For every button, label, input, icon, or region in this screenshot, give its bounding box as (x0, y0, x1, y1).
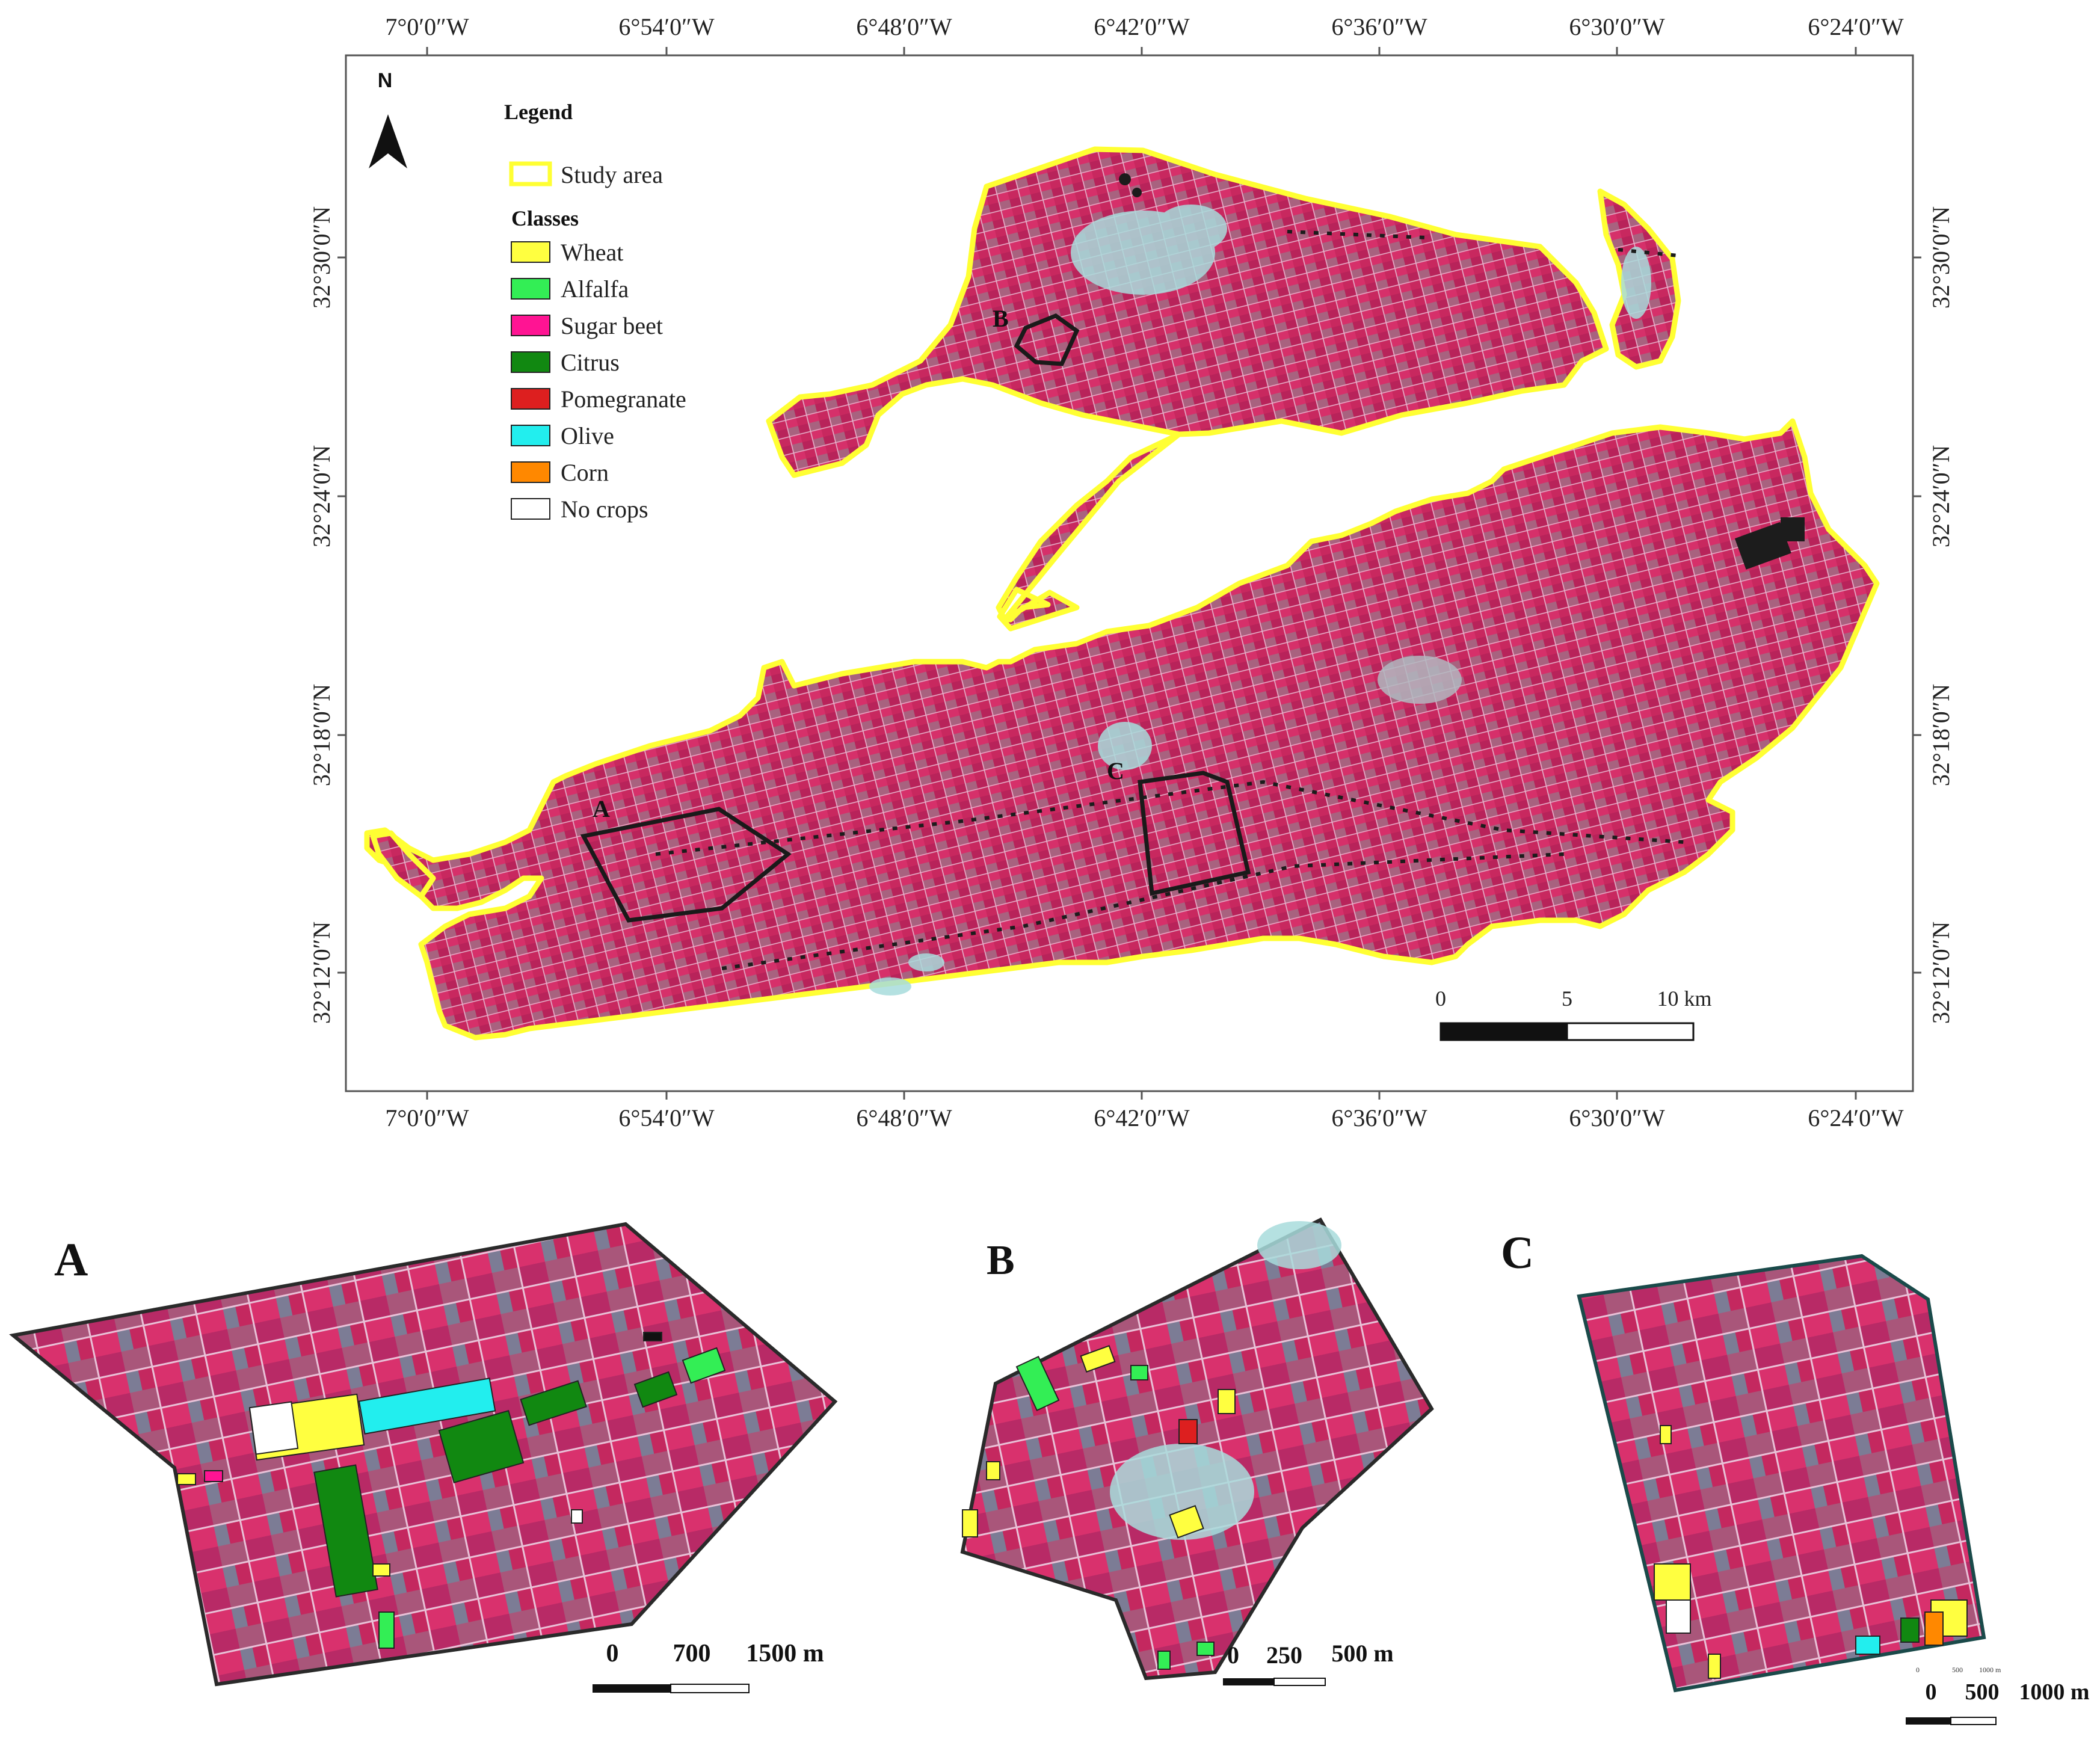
legend-swatch-olive (511, 425, 550, 446)
legend: Legend Study area Classes Wheat Alfalfa Su… (504, 100, 686, 523)
inset-a: A 0 700 1500 m (9, 1222, 838, 1693)
inset-c-small-scale-label: 1000 m (1979, 1666, 2001, 1674)
inset-a-scale-label: 0 (606, 1640, 619, 1667)
study-area-north (766, 146, 1609, 632)
lat-label-right: 32°18′0″N (1927, 684, 1954, 786)
inset-marker-b: B (993, 305, 1009, 332)
legend-swatch-alfalfa (511, 278, 550, 300)
inset-a-classes (177, 1332, 726, 1649)
lon-label-top: 7°0′0″W (385, 13, 469, 40)
lon-label-bottom: 6°24′0″W (1808, 1104, 1903, 1131)
lat-label-left: 32°24′0″N (308, 445, 335, 547)
legend-label-pomegranate: Pomegranate (561, 386, 686, 413)
scale-label: 5 (1562, 986, 1572, 1011)
inset-marker-a: A (593, 795, 610, 822)
inset-c-small-scale-label: 500 (1952, 1666, 1963, 1674)
main-map: 7°0′0″W 6°54′0″W 6°48′0″W 6°42′0″W 6°36′… (308, 13, 1954, 1131)
legend-swatch-sugar-beet (511, 315, 550, 336)
legend-swatch-corn (511, 461, 550, 483)
lon-label-top: 6°42′0″W (1094, 13, 1189, 40)
scale-label: 0 (1435, 986, 1446, 1011)
lon-label-bottom: 6°36′0″W (1331, 1104, 1427, 1131)
inset-marker-c: C (1107, 757, 1124, 784)
legend-label-no-crops: No crops (561, 496, 648, 523)
inset-a-scale-label: 700 (673, 1640, 711, 1667)
inset-c-scale-label: 1000 m (2019, 1679, 2089, 1705)
inset-c-scale-label: 500 (1965, 1679, 2000, 1705)
graticule-ticks (337, 47, 1921, 1100)
inset-c-small-scale-label: 0 (1916, 1666, 1920, 1674)
lon-label-bottom: 6°54′0″W (618, 1104, 714, 1131)
legend-classes-title: Classes (511, 206, 579, 230)
north-arrow: N (369, 69, 407, 168)
lat-label-left: 32°30′0″N (308, 206, 335, 309)
lat-label-right: 32°12′0″N (1927, 922, 1954, 1024)
lon-label-top: 6°36′0″W (1331, 13, 1427, 40)
legend-classes: Wheat Alfalfa Sugar beet Citrus Pomegranate O… (511, 239, 686, 523)
inset-b-classes (962, 1345, 1236, 1670)
lon-label-top: 6°48′0″W (856, 13, 952, 40)
inset-c-scale-bar: 0 500 1000 m 0 500 1000 m (1906, 1666, 2090, 1725)
inset-b-patches (1110, 1221, 1341, 1540)
inset-b-title: B (987, 1237, 1015, 1284)
lat-label-left: 32°12′0″N (308, 922, 335, 1024)
legend-label-sugar-beet: Sugar beet (561, 312, 663, 339)
lon-label-top: 6°30′0″W (1569, 13, 1664, 40)
road-line (655, 230, 1685, 970)
legend-label-olive: Olive (561, 422, 614, 449)
study-area-tail (370, 830, 436, 899)
inset-c: C 0 500 1000 m 0 500 1000 m (1501, 1228, 2090, 1725)
inset-outline-c (1138, 771, 1251, 896)
inset-c-classes (1654, 1425, 1968, 1679)
citrus-clusters (1119, 173, 1805, 570)
legend-label-wheat: Wheat (561, 239, 623, 266)
lon-label-bottom: 6°30′0″W (1569, 1104, 1664, 1131)
legend-title: Legend (504, 100, 573, 124)
legend-label-corn: Corn (561, 459, 609, 486)
lat-label-right: 32°30′0″N (1927, 206, 1954, 309)
scale-label: 10 km (1657, 986, 1711, 1011)
inset-b: B 0 250 500 m (960, 1217, 1434, 1686)
bare-soil-patches (869, 205, 1651, 996)
legend-label-citrus: Citrus (561, 349, 620, 376)
inset-outline-a (580, 807, 792, 923)
lon-label-top: 6°24′0″W (1808, 13, 1903, 40)
lon-label-bottom: 7°0′0″W (385, 1104, 469, 1131)
legend-swatch-wheat (511, 241, 550, 263)
legend-study-area-label: Study area (561, 161, 663, 188)
lon-label-bottom: 6°48′0″W (856, 1104, 952, 1131)
main-scale-bar: 0 5 10 km (1435, 986, 1712, 1041)
inset-b-scale-bar: 0 250 500 m (1223, 1640, 1394, 1686)
inset-b-scale-label: 0 (1227, 1642, 1239, 1669)
inset-outline-b (1014, 313, 1080, 366)
inset-b-scale-label: 500 m (1331, 1640, 1393, 1667)
inset-a-image (9, 1222, 838, 1687)
inset-outlines (580, 313, 1251, 923)
legend-label-alfalfa: Alfalfa (561, 275, 629, 303)
legend-study-area-swatch (509, 161, 552, 186)
legend-swatch-pomegranate (511, 388, 550, 410)
inset-c-scale-label: 0 (1926, 1679, 1937, 1705)
lat-label-left: 32°18′0″N (308, 684, 335, 786)
inset-c-title: C (1501, 1228, 1534, 1278)
lon-label-bottom: 6°42′0″W (1094, 1104, 1189, 1131)
inset-a-scale-bar: 0 700 1500 m (593, 1640, 824, 1693)
lon-label-top: 6°54′0″W (618, 13, 714, 40)
north-label: N (378, 69, 393, 92)
inset-a-scale-label: 1500 m (746, 1640, 824, 1667)
legend-swatch-no-crops (511, 498, 550, 520)
lat-label-right: 32°24′0″N (1927, 445, 1954, 547)
legend-swatch-citrus (511, 351, 550, 373)
inset-b-scale-label: 250 (1266, 1642, 1302, 1669)
inset-a-title: A (54, 1233, 88, 1285)
inset-c-image (1577, 1254, 1986, 1693)
north-arrow-icon (369, 114, 407, 168)
